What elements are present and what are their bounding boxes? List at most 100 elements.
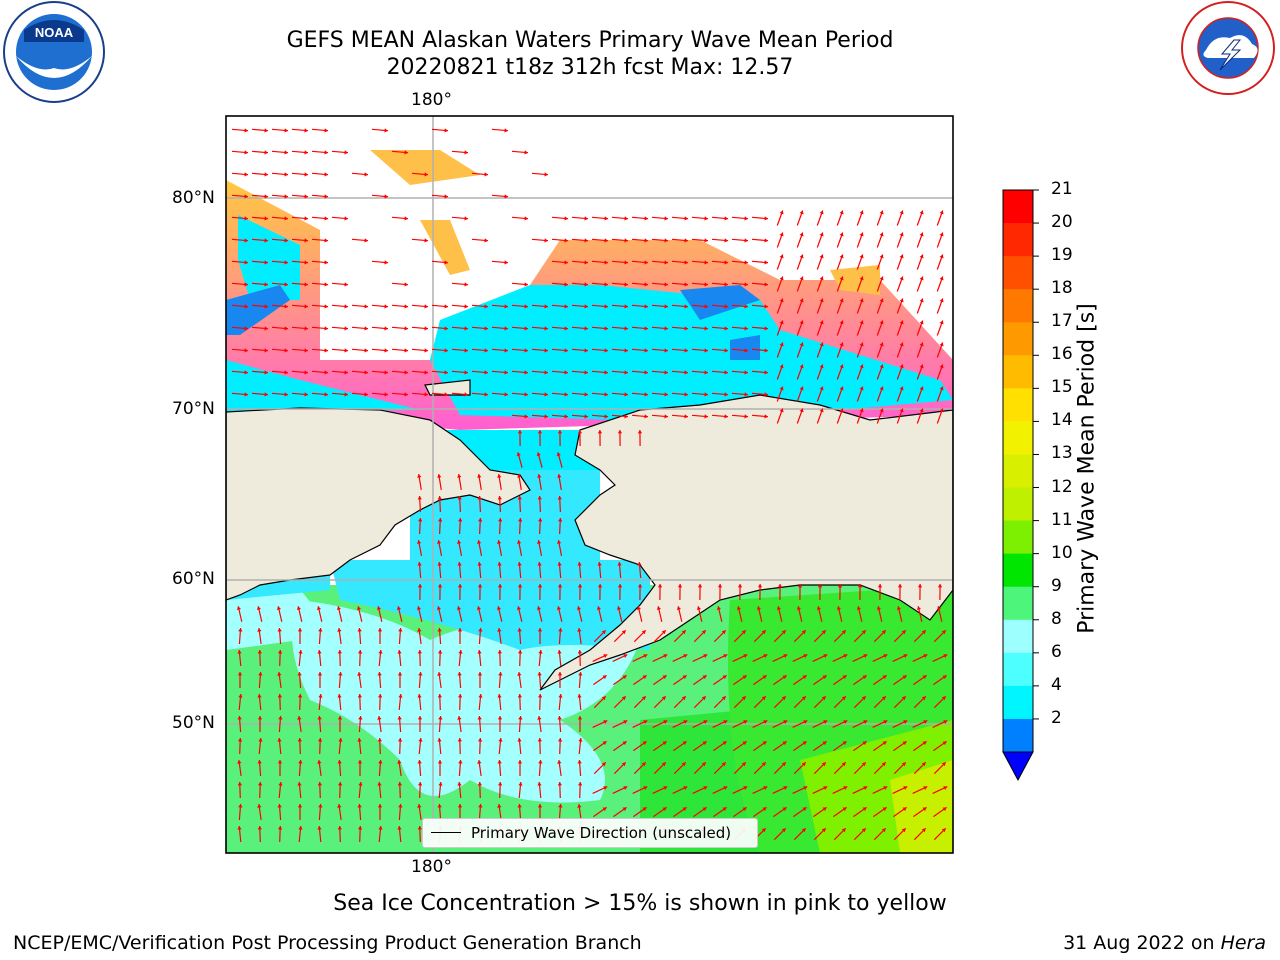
wave-arrow-head bbox=[516, 606, 521, 610]
wave-arrow-head bbox=[284, 194, 288, 199]
wave-arrow-head bbox=[277, 628, 282, 632]
wave-arrow-head bbox=[682, 741, 687, 746]
wave-arrow-head bbox=[478, 694, 483, 698]
wave-arrow-head bbox=[317, 672, 323, 676]
wave-arrow-head bbox=[564, 260, 568, 265]
lon-label-bottom: 180° bbox=[411, 857, 452, 877]
wave-arrow-head bbox=[617, 562, 622, 566]
wave-arrow-head bbox=[859, 342, 864, 347]
wave-arrow-head bbox=[661, 762, 666, 767]
wave-arrow-head bbox=[684, 414, 688, 419]
wave-arrow-head bbox=[297, 628, 303, 632]
wave-arrow-head bbox=[859, 320, 864, 325]
wave-arrow-head bbox=[879, 298, 884, 303]
wave-arrow-head bbox=[484, 238, 488, 243]
wave-arrow-head bbox=[779, 408, 784, 413]
wave-arrow-head bbox=[744, 282, 748, 287]
wave-arrow-head bbox=[721, 696, 726, 701]
wave-arrow-head bbox=[477, 672, 483, 676]
wave-arrow-head bbox=[643, 654, 648, 658]
wave-arrow-head bbox=[557, 496, 562, 500]
wave-arrow-head bbox=[238, 804, 243, 808]
wave-arrow-head bbox=[518, 782, 523, 786]
wave-arrow-head bbox=[437, 628, 442, 632]
wave-arrow-head bbox=[603, 654, 608, 658]
wave-arrow-head bbox=[737, 584, 743, 588]
wave-arrow-head bbox=[458, 694, 463, 698]
wave-arrow-head bbox=[424, 304, 428, 309]
wave-arrow-head bbox=[244, 172, 248, 177]
wave-arrow-head bbox=[823, 720, 828, 724]
wave-arrow-head bbox=[277, 738, 282, 742]
wave-arrow-head bbox=[377, 628, 383, 632]
wave-arrow-head bbox=[702, 675, 707, 680]
wave-arrow-head bbox=[304, 172, 308, 177]
wave-arrow-head bbox=[664, 260, 668, 265]
wave-arrow-head bbox=[564, 238, 568, 243]
wave-arrow-head bbox=[863, 786, 868, 790]
wave-arrow-head bbox=[344, 150, 348, 155]
wave-arrow-head bbox=[318, 738, 323, 742]
wave-arrow-head bbox=[624, 370, 628, 375]
wave-arrow-head bbox=[258, 672, 263, 676]
wave-arrow-head bbox=[337, 760, 342, 764]
wave-arrow-head bbox=[257, 804, 262, 808]
wave-arrow-head bbox=[344, 304, 348, 309]
wave-arrow-head bbox=[861, 630, 866, 635]
wave-arrow-head bbox=[839, 276, 844, 281]
colorbar-tick-label: 12 bbox=[1051, 476, 1073, 497]
wave-arrow-head bbox=[879, 232, 884, 237]
wave-arrow-head bbox=[841, 630, 846, 635]
wave-arrow-head bbox=[564, 392, 568, 397]
wave-arrow-head bbox=[477, 716, 482, 720]
wave-arrow-head bbox=[558, 518, 563, 522]
wave-arrow-head bbox=[742, 807, 747, 812]
wave-arrow-head bbox=[822, 741, 827, 746]
wave-arrow-head bbox=[781, 828, 786, 833]
wave-arrow-head bbox=[623, 654, 628, 658]
wave-arrow-head bbox=[277, 694, 282, 698]
wave-arrow-head bbox=[277, 760, 283, 764]
wave-arrow-head bbox=[722, 741, 727, 746]
wave-arrow-head bbox=[799, 408, 804, 413]
wave-arrow-head bbox=[879, 320, 884, 325]
wave-arrow-head bbox=[524, 216, 528, 221]
wave-arrow-head bbox=[744, 260, 748, 265]
wave-arrow-head bbox=[484, 326, 488, 331]
wave-arrow-head bbox=[384, 304, 388, 309]
wave-arrow-head bbox=[624, 348, 628, 353]
colorbar-segment bbox=[1003, 421, 1033, 455]
map-legend: Primary Wave Direction (unscaled) bbox=[422, 818, 758, 848]
wave-arrow-head bbox=[624, 414, 628, 419]
wave-arrow-head bbox=[556, 452, 561, 457]
wave-arrow-head bbox=[544, 326, 548, 331]
wave-arrow-head bbox=[457, 584, 463, 588]
credit-line: NCEP/EMC/Verification Post Processing Pr… bbox=[13, 932, 642, 954]
wave-arrow-head bbox=[257, 694, 262, 698]
wave-arrow-head bbox=[624, 216, 628, 221]
wave-arrow-head bbox=[298, 760, 303, 764]
wave-arrow-head bbox=[584, 282, 588, 287]
wave-arrow-head bbox=[763, 720, 768, 724]
wave-arrow-head bbox=[899, 320, 904, 325]
wave-arrow-head bbox=[517, 628, 522, 632]
wave-arrow-head bbox=[741, 762, 746, 767]
wave-arrow-head bbox=[577, 628, 582, 632]
wave-arrow-head bbox=[921, 696, 926, 701]
wave-arrow-head bbox=[496, 606, 501, 610]
wave-arrow-head bbox=[781, 630, 786, 635]
wave-arrow-head bbox=[704, 326, 708, 331]
wave-arrow-head bbox=[498, 738, 503, 742]
wave-arrow-head bbox=[621, 630, 626, 635]
wave-arrow-head bbox=[641, 762, 646, 767]
wave-arrow-head bbox=[337, 650, 342, 654]
wave-arrow-head bbox=[602, 675, 607, 680]
wave-arrow-head bbox=[584, 348, 588, 353]
wave-arrow-head bbox=[901, 762, 906, 767]
wave-arrow-head bbox=[504, 194, 508, 199]
wave-arrow-head bbox=[284, 392, 288, 397]
wave-arrow-head bbox=[663, 786, 668, 790]
wave-arrow-head bbox=[537, 562, 542, 566]
wave-arrow-head bbox=[799, 276, 804, 281]
wave-arrow-head bbox=[544, 304, 548, 309]
